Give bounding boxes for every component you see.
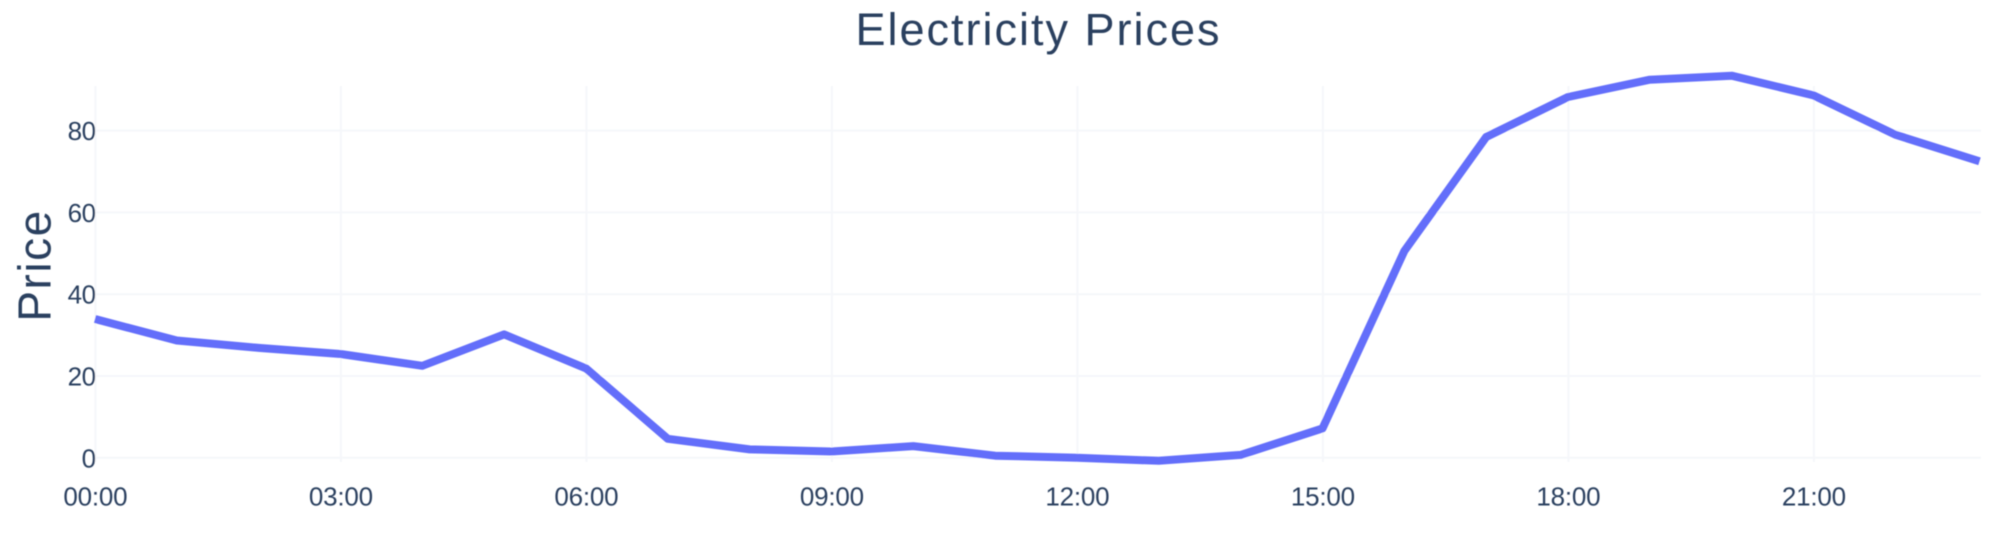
svg-text:03:00: 03:00 — [309, 481, 373, 511]
svg-text:80: 80 — [68, 116, 96, 146]
svg-text:Price: Price — [9, 209, 61, 321]
svg-text:00:00: 00:00 — [63, 481, 127, 511]
svg-text:20: 20 — [68, 362, 96, 392]
svg-text:Electricity Prices: Electricity Prices — [855, 4, 1221, 55]
svg-text:60: 60 — [68, 198, 96, 228]
svg-text:21:00: 21:00 — [1782, 481, 1846, 511]
svg-text:40: 40 — [68, 280, 96, 310]
svg-text:12:00: 12:00 — [1045, 481, 1109, 511]
svg-text:09:00: 09:00 — [800, 481, 864, 511]
svg-text:06:00: 06:00 — [554, 481, 618, 511]
svg-text:15:00: 15:00 — [1291, 481, 1355, 511]
svg-text:0: 0 — [82, 443, 96, 473]
svg-text:18:00: 18:00 — [1536, 481, 1600, 511]
